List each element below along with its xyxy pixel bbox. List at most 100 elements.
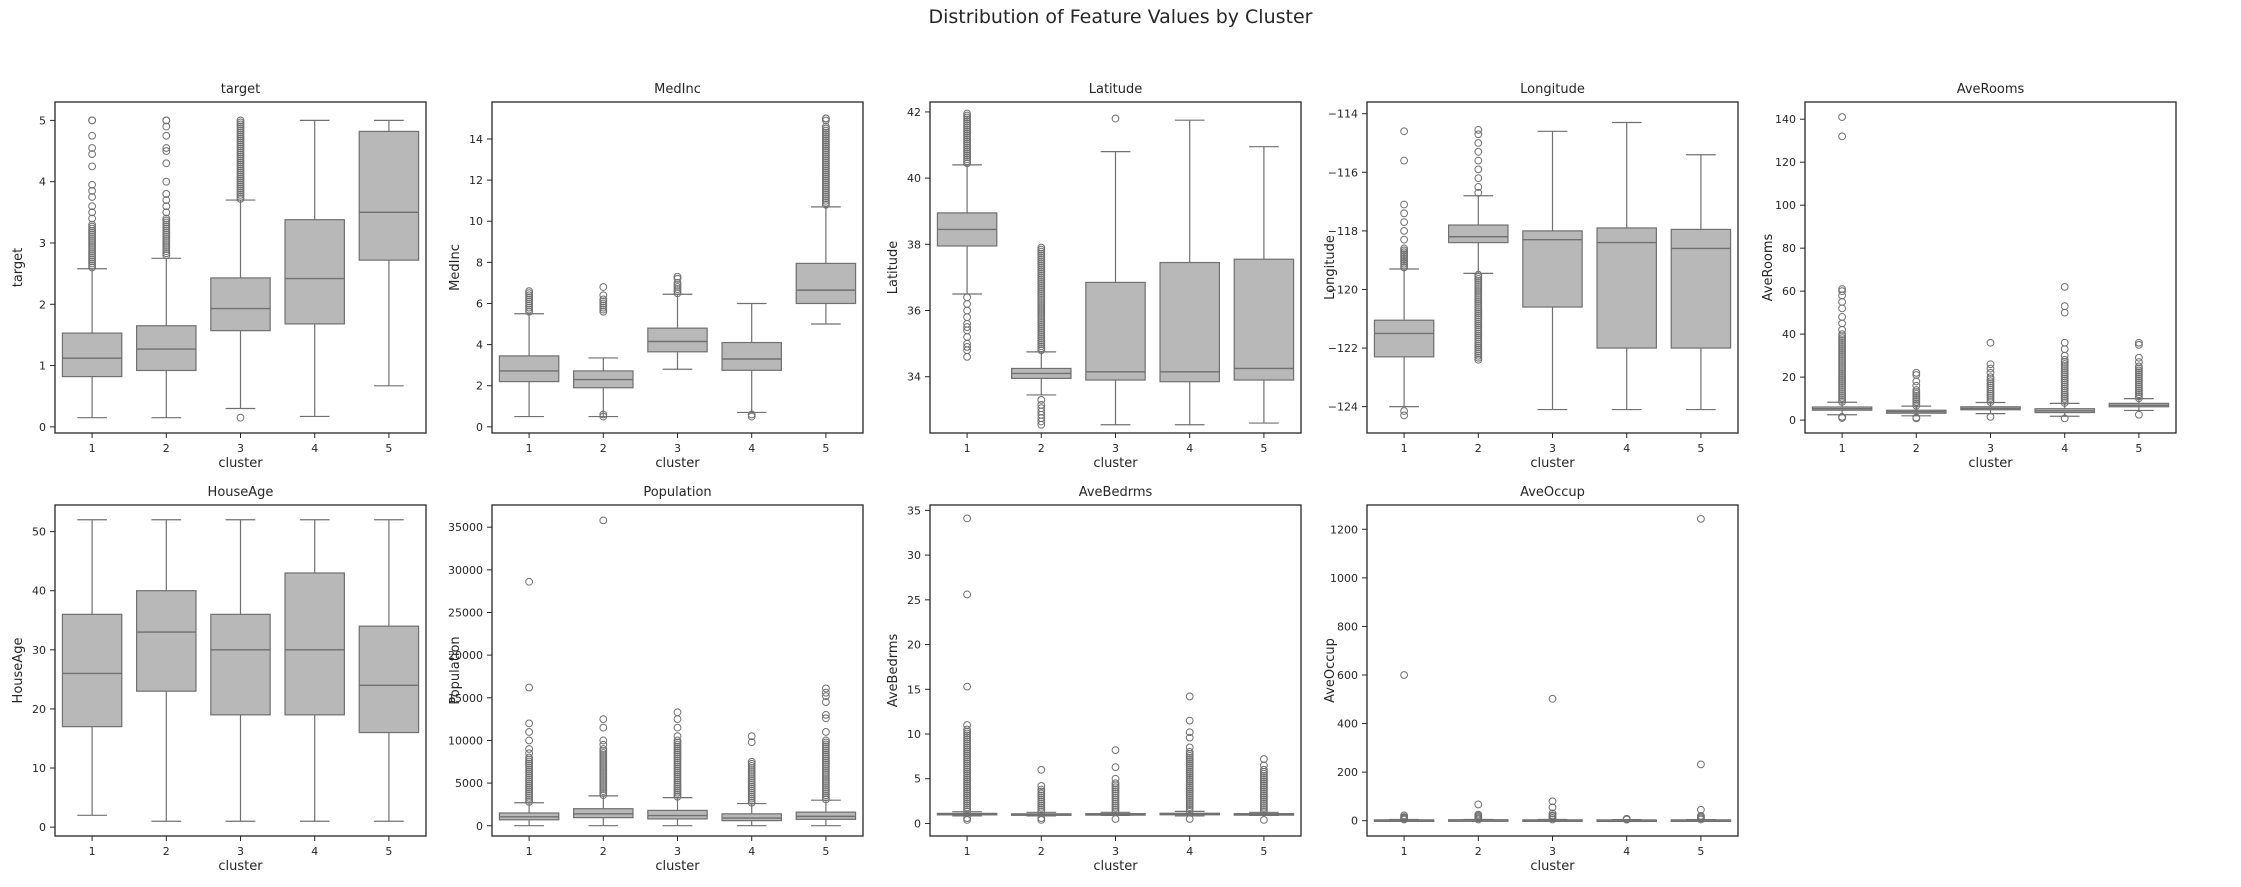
outlier-point — [673, 766, 682, 775]
outlier-point — [162, 222, 171, 231]
outlier-point — [1037, 814, 1046, 823]
outlier-point — [88, 232, 96, 241]
outlier-point — [747, 766, 756, 774]
outlier-point — [162, 245, 171, 254]
outlier-point — [1474, 317, 1483, 326]
outlier-point — [88, 261, 96, 270]
outlier-point — [1037, 316, 1046, 324]
outlier-point — [88, 150, 96, 159]
outlier-point — [1400, 407, 1408, 415]
outlier-point — [1037, 288, 1046, 296]
outlier-point — [1111, 779, 1120, 788]
x-tick-label: 4 — [2061, 442, 2068, 455]
outlier-point — [963, 797, 971, 806]
outlier-point — [88, 234, 96, 243]
outlier-point — [963, 747, 971, 756]
outlier-point — [963, 119, 971, 128]
outlier-point — [822, 160, 830, 169]
box-cluster-1 — [498, 287, 560, 418]
outlier-point — [2060, 386, 2069, 395]
outlier-point — [1111, 774, 1120, 783]
outlier-point — [162, 144, 171, 152]
axes-frame — [491, 101, 864, 434]
outlier-point — [1037, 320, 1046, 328]
outlier-point — [963, 293, 971, 302]
outlier-point — [162, 232, 171, 241]
outlier-point — [1111, 801, 1120, 810]
outlier-point — [963, 133, 971, 142]
outlier-point — [963, 761, 971, 770]
outlier-point — [1986, 379, 1995, 388]
outlier-point — [673, 285, 682, 293]
outlier-point — [1111, 799, 1120, 808]
y-tick-label: 120 — [1775, 156, 1796, 169]
outlier-point — [673, 788, 682, 797]
outlier-point — [1474, 815, 1483, 824]
outlier-point — [1838, 380, 1846, 388]
outlier-point — [1037, 400, 1046, 409]
box-cluster-3 — [1085, 746, 1146, 823]
box-iqr — [358, 130, 420, 261]
y-axis-label: Latitude — [886, 241, 901, 295]
x-axis-label: cluster — [655, 456, 700, 471]
outlier-point — [2135, 364, 2143, 373]
outlier-point — [1185, 797, 1194, 806]
outlier-point — [1838, 297, 1846, 306]
subplot-title: Latitude — [1089, 82, 1143, 97]
outlier-point — [1474, 810, 1483, 819]
outlier-point — [673, 772, 682, 781]
y-axis-label: MedInc — [448, 244, 463, 291]
outlier-point — [822, 688, 830, 697]
outlier-point — [1185, 791, 1194, 800]
outlier-point — [162, 224, 171, 233]
outlier-point — [2060, 382, 2069, 391]
outlier-point — [1260, 807, 1268, 816]
outlier-point — [525, 299, 533, 308]
box-cluster-2 — [1448, 125, 1509, 364]
outlier-point — [1037, 346, 1046, 355]
outlier-point — [1037, 336, 1046, 345]
outlier-point — [673, 774, 682, 783]
box-cluster-3 — [647, 708, 708, 827]
y-tick-label: 5 — [914, 773, 921, 786]
box-cluster-4 — [2034, 282, 2095, 423]
outlier-point — [88, 243, 96, 251]
outlier-point — [1838, 364, 1846, 372]
y-tick-label: −114 — [1328, 108, 1358, 121]
y-tick-label: 15000 — [448, 692, 483, 705]
outlier-point — [88, 257, 96, 266]
outlier-point — [1548, 803, 1557, 812]
outlier-point — [963, 753, 971, 762]
outlier-point — [822, 146, 830, 155]
outlier-point — [1986, 377, 1995, 386]
outlier-point — [2135, 410, 2143, 419]
outlier-point — [1697, 811, 1705, 820]
outlier-point — [236, 174, 245, 183]
box-cluster-5 — [358, 519, 420, 822]
x-tick-label: 5 — [1260, 845, 1267, 858]
outlier-point — [673, 715, 682, 724]
outlier-point — [963, 352, 971, 361]
outlier-point — [2060, 368, 2069, 377]
outlier-point — [2060, 356, 2069, 364]
box-cluster-5 — [358, 119, 420, 387]
outlier-point — [963, 123, 971, 132]
outlier-point — [1838, 383, 1846, 392]
outlier-point — [1037, 396, 1046, 404]
outlier-point — [1260, 779, 1268, 788]
box-iqr — [1522, 230, 1583, 308]
box-cluster-5 — [1233, 755, 1295, 824]
outlier-point — [525, 293, 533, 302]
outlier-point — [1111, 793, 1120, 802]
outlier-point — [1838, 132, 1846, 141]
outlier-point — [963, 757, 971, 766]
outlier-point — [236, 190, 245, 199]
outlier-point — [525, 303, 533, 312]
outlier-point — [963, 682, 971, 691]
outlier-point — [2135, 392, 2143, 401]
outlier-point — [1037, 332, 1046, 341]
outlier-point — [1986, 391, 1995, 400]
outlier-point — [1037, 328, 1046, 337]
outlier-point — [1260, 771, 1268, 780]
